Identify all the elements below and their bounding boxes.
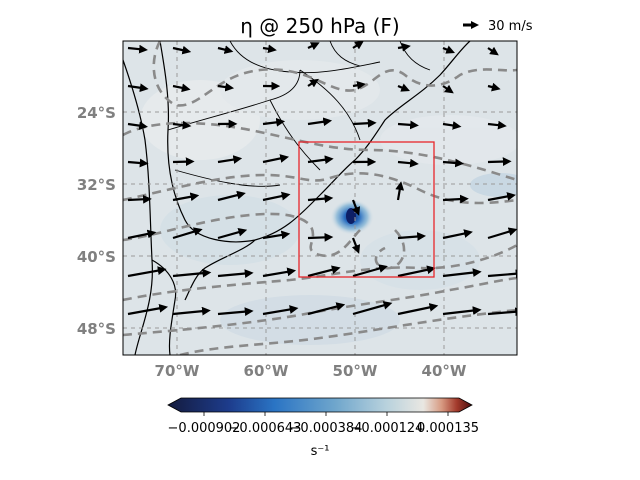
colorbar-tick-4: −0.000124	[351, 421, 424, 436]
quiver-key-label: 30 m/s	[488, 19, 533, 34]
wind-vector	[307, 232, 334, 242]
wind-vector	[397, 265, 436, 278]
wind-vector	[442, 84, 454, 94]
wind-vector	[262, 305, 299, 316]
height-contours	[123, 41, 517, 355]
wind-vector	[487, 46, 499, 56]
colorbar: −0.000902 −0.000643 −0.000384 −0.000124 …	[167, 397, 479, 459]
wind-vector	[217, 269, 254, 278]
lon-label-60w: 60°W	[244, 362, 289, 380]
wind-vector	[127, 158, 149, 168]
wind-vector	[397, 303, 439, 316]
wind-vector	[351, 199, 361, 216]
map-panel	[123, 41, 517, 355]
wind-vector	[397, 232, 427, 241]
wind-vector	[442, 306, 482, 316]
map-frame	[122, 40, 518, 356]
wind-vector	[442, 121, 462, 130]
wind-vector	[397, 158, 419, 168]
wind-vector	[442, 45, 455, 54]
lat-label-24s: 24°S	[77, 104, 116, 122]
colorbar-tick-5: 0.000135	[417, 421, 479, 436]
wind-vector	[397, 42, 411, 52]
lat-label-48s: 48°S	[77, 320, 116, 338]
wind-vector	[395, 181, 405, 201]
quiver-key-arrow-icon	[471, 21, 479, 29]
wind-vector	[217, 82, 235, 92]
wind-vector	[487, 192, 516, 202]
analysis-box	[298, 141, 435, 278]
wind-vector	[351, 237, 361, 254]
quiver-key: 30 m/s	[463, 19, 533, 34]
wind-vector	[127, 229, 157, 240]
lon-label-50w: 50°W	[333, 362, 378, 380]
wind-vector	[442, 268, 482, 278]
wind-vector	[127, 121, 148, 130]
wind-vector	[217, 307, 254, 317]
wind-vector	[262, 267, 297, 278]
wind-vector	[172, 83, 191, 93]
wind-vector	[487, 82, 501, 92]
wind-vector	[352, 41, 364, 50]
wind-vector	[172, 120, 192, 130]
wind-vector	[307, 78, 319, 88]
wind-vector	[487, 269, 517, 279]
wind-vector	[487, 227, 517, 240]
wind-vector	[487, 307, 517, 317]
colorbar-tick-2: −0.000643	[229, 421, 302, 436]
wind-vectors	[127, 41, 517, 317]
colorbar-unit: s⁻¹	[311, 444, 330, 459]
wind-vector	[262, 191, 291, 202]
lon-label-70w: 70°W	[155, 362, 200, 380]
wind-vector	[487, 157, 512, 166]
lon-label-40w: 40°W	[422, 362, 467, 380]
wind-vector	[352, 80, 366, 90]
wind-vector	[217, 227, 248, 240]
wind-vector	[262, 117, 286, 127]
wind-vector	[352, 118, 377, 128]
wind-vector	[172, 268, 212, 278]
wind-vector	[127, 44, 148, 54]
wind-vector	[172, 227, 203, 240]
wind-vector	[172, 45, 192, 55]
wind-vector	[127, 266, 167, 278]
wind-vector	[397, 83, 410, 92]
wind-vector	[487, 120, 507, 130]
wind-vector	[127, 303, 169, 316]
wind-vector	[442, 158, 465, 168]
wind-vector	[307, 42, 320, 51]
wind-vector	[262, 230, 291, 240]
wind-vector	[217, 45, 234, 54]
wind-vector	[442, 229, 473, 240]
colorbar-scale	[167, 397, 473, 413]
wind-vector	[127, 83, 149, 93]
colorbar-tick-1: −0.000902	[168, 421, 241, 436]
wind-vector	[217, 190, 246, 202]
wind-vector	[262, 154, 289, 164]
wind-vector	[262, 44, 277, 54]
wind-vector	[352, 264, 388, 278]
wind-vector	[307, 302, 346, 316]
wind-vector	[307, 194, 334, 204]
colorbar-tick-3: −0.000384	[290, 421, 363, 436]
wind-vector	[397, 120, 419, 130]
lat-label-32s: 32°S	[77, 176, 116, 194]
wind-vector	[217, 155, 243, 164]
wind-vector	[442, 194, 469, 204]
wind-vector	[172, 192, 200, 202]
wind-vector	[307, 265, 341, 278]
wind-vector	[172, 306, 211, 316]
wind-vector	[127, 194, 152, 204]
wind-vector	[352, 301, 393, 316]
plot-title: η @ 250 hPa (F)	[240, 14, 399, 38]
wind-vector	[307, 155, 334, 165]
lat-label-40s: 40°S	[77, 248, 116, 266]
wind-vector	[307, 117, 333, 127]
